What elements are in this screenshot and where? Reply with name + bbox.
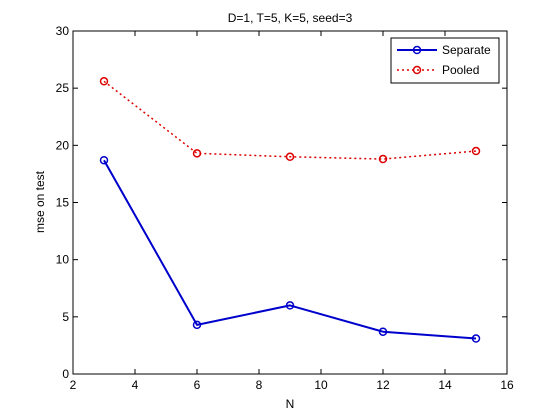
y-tick-label: 25: [56, 81, 70, 95]
legend-box: [390, 37, 500, 84]
x-tick-label: 16: [500, 378, 514, 392]
y-tick-label: 10: [56, 253, 70, 267]
data-point-separate: [99, 155, 109, 165]
data-point-separate: [378, 327, 388, 336]
legend-marker-pooled: [412, 65, 422, 75]
x-tick-label: 10: [314, 378, 328, 392]
y-tick-label: 5: [62, 310, 69, 324]
data-point-pooled: [378, 154, 388, 164]
data-point-pooled: [285, 152, 295, 162]
data-point-pooled: [99, 77, 109, 86]
legend-item-pooled: Pooled: [397, 63, 479, 77]
y-tick-label: 0: [62, 367, 69, 381]
tick-labels: 2 4 6 8 10 12 14 16 0 5 10 15 20 25 30: [56, 24, 514, 392]
x-tick-label: 6: [194, 378, 201, 392]
x-tick-label: 14: [438, 378, 452, 392]
series-pooled: [99, 77, 481, 164]
series-line-separate: [103, 159, 477, 340]
x-tick-label: 2: [70, 378, 77, 392]
y-tick-label: 15: [56, 196, 70, 210]
x-tick-label: 12: [376, 378, 390, 392]
legend-label-pooled: Pooled: [442, 63, 479, 77]
plot-frame: [72, 30, 508, 375]
legend: Separate Pooled: [390, 37, 500, 84]
y-tick-label: 30: [56, 24, 70, 38]
data-point-pooled: [471, 146, 481, 156]
series-line-pooled: [103, 80, 477, 160]
data-point-separate: [285, 301, 295, 310]
data-point-separate: [471, 334, 481, 343]
legend-marker-separate: [412, 45, 422, 55]
series-separate: [99, 155, 481, 343]
y-tick-label: 20: [56, 138, 70, 152]
data-point-separate: [192, 320, 202, 330]
chart-title: D=1, T=5, K=5, seed=3: [228, 11, 353, 25]
series-group: [99, 77, 481, 343]
legend-item-separate: Separate: [397, 43, 491, 57]
plot-background: [73, 31, 507, 374]
x-axis-label: N: [286, 397, 295, 411]
data-point-pooled: [192, 149, 202, 158]
y-axis-label: mse on test: [33, 170, 47, 233]
x-tick-label: 4: [132, 378, 139, 392]
legend-label-separate: Separate: [442, 43, 491, 57]
x-tick-label: 8: [256, 378, 263, 392]
